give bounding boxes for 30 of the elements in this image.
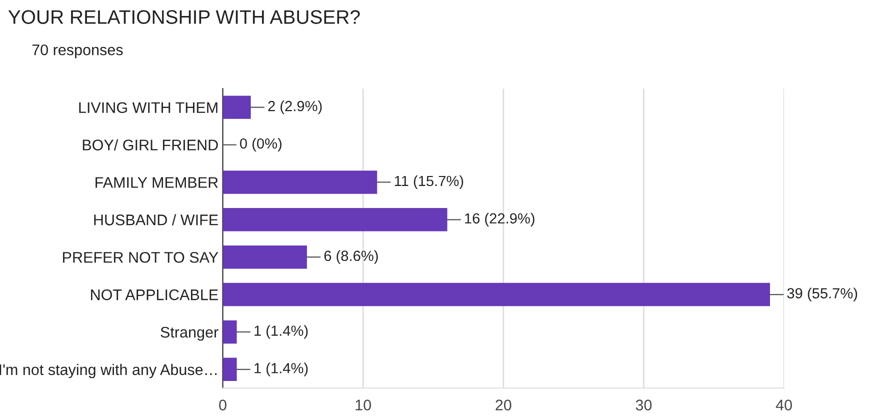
x-tick-label: 0 (219, 400, 226, 410)
data-label: 11 (15.7%) (394, 175, 464, 189)
data-label: 6 (8.6%) (324, 250, 378, 264)
chart-title: YOUR RELATIONSHIP WITH ABUSER? (8, 10, 360, 24)
data-label: 16 (22.9%) (465, 212, 534, 226)
x-tick-label: 30 (636, 400, 652, 410)
bar (222, 245, 307, 269)
bar (222, 170, 378, 194)
x-tick-label: 20 (496, 400, 512, 410)
y-tick-label: PREFER NOT TO SAY (63, 252, 218, 263)
bar (222, 282, 770, 306)
y-tick-label: NOT APPLICABLE (91, 289, 218, 300)
y-tick-label: FAMILY MEMBER (96, 177, 218, 188)
bar (222, 208, 448, 232)
y-tick-label: HUSBAND / WIFE (94, 214, 218, 226)
data-label: 1 (1.4%) (254, 325, 308, 339)
y-tick-label: I'm not staying with any Abuse… (0, 364, 217, 378)
bar (222, 358, 237, 382)
data-label: 0 (0%) (240, 138, 282, 152)
x-tick-label: 10 (356, 400, 371, 410)
x-tick-label: 40 (776, 400, 792, 410)
data-label: 39 (55.7%) (787, 288, 858, 302)
bar (222, 320, 237, 344)
y-tick-label: LIVING WITH THEM (79, 102, 218, 114)
y-tick-label: Stranger (160, 326, 218, 341)
data-label: 2 (2.9%) (268, 100, 322, 114)
text: 70 responses (32, 44, 123, 58)
bar (222, 96, 251, 119)
y-tick-label: BOY/ GIRL FRIEND (82, 139, 218, 150)
data-label: 1 (1.4%) (254, 362, 308, 376)
